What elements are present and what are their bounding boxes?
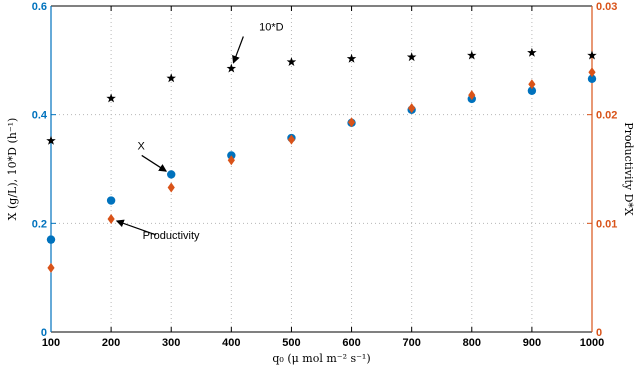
productivity-point (468, 90, 476, 101)
annotations: 10*D X Productivity (115, 21, 284, 242)
ten-d-point (467, 50, 477, 60)
x-tick-label: 500 (282, 337, 300, 349)
ten-d-point (587, 50, 597, 60)
right-y-tick-label: 0.02 (596, 110, 617, 122)
left-y-tick-label: 0.4 (32, 110, 48, 122)
x-tick-label: 100 (42, 337, 60, 349)
x-point (587, 74, 597, 84)
productivity-point (227, 155, 235, 166)
ten-d-point (346, 53, 357, 63)
productivity-point (287, 134, 296, 145)
productivity-point (47, 262, 55, 273)
x-tick-label: 700 (402, 337, 420, 349)
ten-d-point (406, 52, 417, 62)
ten-d-point (286, 56, 297, 67)
ten-d-point (527, 47, 537, 57)
axes: 100 200 300 400 500 600 700 800 900 100000.20.40.… (32, 1, 618, 349)
annotation-arrow (115, 219, 157, 236)
x-point (167, 170, 176, 179)
annotation-arrow (232, 36, 244, 64)
right-y-tick-label: 0 (596, 327, 602, 339)
annotation-label: 10*D (259, 21, 284, 33)
data-series (46, 47, 597, 273)
right-y-tick-label: 0.03 (596, 1, 617, 13)
right-y-tick-label: 0.01 (596, 218, 617, 230)
x-tick-label: 600 (342, 337, 360, 349)
left-y-tick-label: 0 (41, 327, 47, 339)
x-tick-label: 1000 (580, 337, 604, 349)
x-tick-label: 800 (463, 337, 481, 349)
productivity-point (588, 67, 596, 78)
x-axis-label: q₀ (μ mol m⁻² s⁻¹) (272, 352, 370, 365)
right-y-axis-label: Productivity D*X (622, 122, 634, 216)
ten-d-point (226, 63, 237, 73)
x-tick-label: 300 (162, 337, 180, 349)
ten-d-point (166, 73, 176, 83)
x-tick-label: 400 (222, 337, 240, 349)
annotation-label: Productivity (143, 230, 200, 242)
x-point (106, 196, 116, 205)
productivity-point (167, 182, 175, 193)
ten-d-point (106, 93, 116, 103)
ten-d-point (46, 135, 56, 145)
x-point (46, 235, 56, 244)
productivity-point (528, 79, 536, 90)
annotation-arrow (141, 154, 168, 172)
x-point (527, 86, 537, 95)
left-y-tick-label: 0.6 (32, 1, 47, 13)
x-tick-label: 900 (523, 337, 541, 349)
productivity-point (107, 213, 115, 224)
left-y-tick-label: 0.2 (32, 218, 47, 230)
productivity-point (408, 103, 416, 114)
annotation-label: X (138, 140, 146, 152)
grid-lines (51, 6, 592, 332)
productivity-point (347, 117, 356, 128)
left-y-axis-label: X (g/L), 10*D (h⁻¹) (6, 118, 19, 221)
x-tick-label: 200 (102, 337, 120, 349)
